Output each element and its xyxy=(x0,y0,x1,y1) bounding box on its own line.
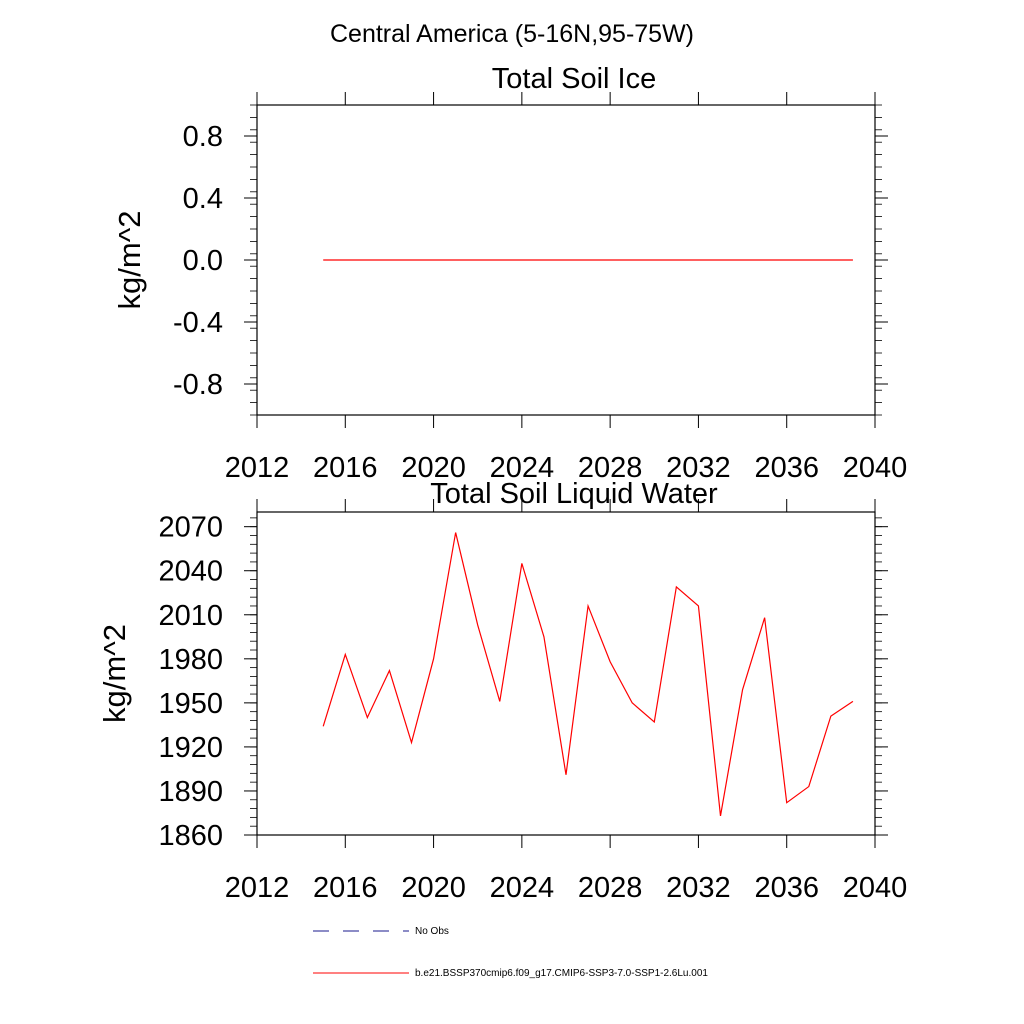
series-line-soil-liquid-water xyxy=(322,532,854,817)
y-tick-label: 1950 xyxy=(158,688,223,720)
legend-label-model-run: b.e21.BSSP370cmip6.f09_g17.CMIP6-SSP3-7.… xyxy=(415,968,708,979)
figure-suptitle: Central America (5-16N,95-75W) xyxy=(330,20,694,48)
y-tick-label: 1980 xyxy=(158,644,223,676)
panel-total-soil-liquid-water: Total Soil Liquid Water 2012 2016 2020 2024 2… xyxy=(97,478,907,904)
x-tick-label: 2012 xyxy=(225,452,290,484)
chart-title: Total Soil Liquid Water xyxy=(430,478,718,510)
x-tick-label: 2012 xyxy=(225,872,290,904)
x-tick-label: 2020 xyxy=(401,872,466,904)
y-tick-label: 1890 xyxy=(158,776,223,808)
plot-frame xyxy=(256,511,876,836)
x-tick-label: 2040 xyxy=(843,872,908,904)
x-tick-label: 2028 xyxy=(578,452,643,484)
y-tick-label: 0.4 xyxy=(183,183,223,215)
panel-total-soil-ice: Total Soil Ice 2012 2016 2020 2024 2028 2032 20… xyxy=(112,63,907,484)
x-tick-label: 2024 xyxy=(490,872,555,904)
y-axis-label: kg/m^2 xyxy=(97,624,132,723)
y-tick-label: 0.0 xyxy=(183,245,223,277)
x-tick-label: 2020 xyxy=(401,452,466,484)
y-tick-label: 2010 xyxy=(158,600,223,632)
y-tick-label: -0.8 xyxy=(173,369,223,401)
chart-title: Total Soil Ice xyxy=(492,63,656,95)
x-tick-label: 2024 xyxy=(490,452,555,484)
legend-label-no-obs: No Obs xyxy=(415,926,449,937)
y-tick-label: 0.8 xyxy=(183,121,223,153)
y-tick-label: -0.4 xyxy=(173,307,223,339)
legend: No Obs b.e21.BSSP370cmip6.f09_g17.CMIP6-… xyxy=(313,926,708,979)
x-tick-label: 2016 xyxy=(313,872,378,904)
x-tick-label: 2036 xyxy=(754,452,819,484)
x-tick-label: 2028 xyxy=(578,872,643,904)
x-tick-label: 2016 xyxy=(313,452,378,484)
y-tick-label: 1860 xyxy=(158,820,223,852)
y-axis-label: kg/m^2 xyxy=(112,211,147,310)
x-tick-label: 2032 xyxy=(666,872,731,904)
x-tick-label: 2036 xyxy=(754,872,819,904)
x-tick-label: 2032 xyxy=(666,452,731,484)
y-tick-label: 2040 xyxy=(158,556,223,588)
y-tick-label: 2070 xyxy=(158,512,223,544)
x-tick-label: 2040 xyxy=(843,452,908,484)
y-tick-label: 1920 xyxy=(158,732,223,764)
